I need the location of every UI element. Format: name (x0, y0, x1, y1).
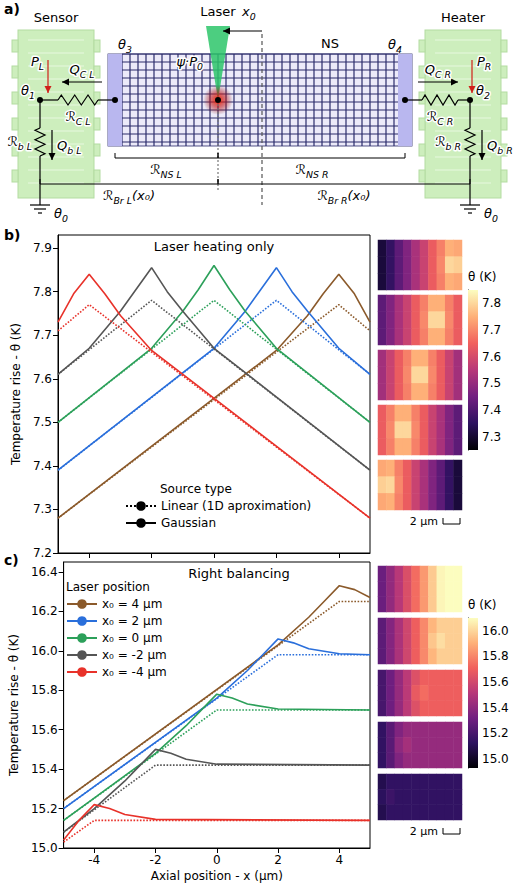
svg-text:θ4: θ4 (388, 37, 402, 55)
svg-text:ℛNS R: ℛNS R (296, 162, 329, 180)
svg-text:ℛC L: ℛC L (65, 109, 90, 127)
svg-text:16.0: 16.0 (482, 624, 509, 638)
svg-text:7.3: 7.3 (33, 502, 52, 516)
svg-text:2: 2 (274, 853, 282, 867)
svg-text:PR: PR (477, 54, 491, 72)
svg-text:7.5: 7.5 (482, 376, 501, 390)
svg-text:15.0: 15.0 (482, 752, 509, 766)
svg-text:7.6: 7.6 (33, 372, 52, 386)
svg-text:2 μm: 2 μm (410, 825, 438, 838)
svg-text:Right balancing: Right balancing (188, 566, 290, 581)
svg-text:7.8: 7.8 (482, 296, 501, 310)
svg-text:7.3: 7.3 (482, 430, 501, 444)
svg-text:7.2: 7.2 (33, 546, 52, 560)
svg-text:θ3: θ3 (118, 37, 132, 55)
svg-text:ℛb R: ℛb R (435, 134, 461, 152)
svg-text:QC R: QC R (425, 62, 451, 80)
svg-text:c): c) (4, 552, 19, 568)
svg-text:x₀ = 0 μm: x₀ = 0 μm (102, 631, 162, 645)
svg-text:15.8: 15.8 (31, 683, 58, 697)
svg-text:x0: x0 (241, 4, 256, 22)
svg-text:ℛBr R(x₀): ℛBr R(x₀) (317, 188, 370, 206)
svg-text:Laser: Laser (200, 4, 236, 19)
svg-text:x₀ = 2 μm: x₀ = 2 μm (102, 614, 162, 628)
svg-text:7.8: 7.8 (33, 285, 52, 299)
svg-text:Temperature rise - θ (K): Temperature rise - θ (K) (9, 323, 23, 466)
svg-text:x₀ = 4 μm: x₀ = 4 μm (102, 597, 162, 611)
svg-text:θ0: θ0 (54, 206, 68, 224)
svg-text:θ0: θ0 (484, 206, 498, 224)
svg-text:7.7: 7.7 (33, 328, 52, 342)
svg-text:ℛBr L(x₀): ℛBr L(x₀) (103, 188, 155, 206)
svg-text:15.4: 15.4 (31, 762, 58, 776)
svg-text:ψ·P0: ψ·P0 (176, 54, 203, 72)
svg-text:0: 0 (213, 853, 221, 867)
svg-text:-4: -4 (88, 853, 100, 867)
svg-text:15.4: 15.4 (482, 701, 509, 715)
svg-text:15.6: 15.6 (482, 675, 509, 689)
svg-text:θ (K): θ (K) (468, 270, 496, 284)
svg-text:16.4: 16.4 (31, 565, 58, 579)
svg-text:2 μm: 2 μm (410, 515, 438, 528)
svg-text:Laser heating only: Laser heating only (154, 239, 275, 254)
svg-text:15.6: 15.6 (31, 723, 58, 737)
svg-text:QC L: QC L (70, 62, 95, 80)
svg-text:x₀ = -4 μm: x₀ = -4 μm (102, 665, 167, 679)
svg-text:4: 4 (336, 853, 344, 867)
svg-text:7.4: 7.4 (33, 459, 52, 473)
svg-text:θ2: θ2 (476, 83, 490, 101)
svg-text:b): b) (4, 227, 20, 243)
svg-text:Heater: Heater (441, 10, 486, 25)
svg-text:Axial position - x (μm): Axial position - x (μm) (151, 869, 283, 883)
svg-text:16.2: 16.2 (31, 604, 58, 618)
svg-text:7.6: 7.6 (482, 350, 501, 364)
svg-text:7.4: 7.4 (482, 403, 501, 417)
svg-text:15.2: 15.2 (31, 802, 58, 816)
svg-text:θ1: θ1 (21, 83, 35, 101)
svg-text:7.5: 7.5 (33, 415, 52, 429)
svg-text:ℛC R: ℛC R (427, 109, 453, 127)
svg-text:7.9: 7.9 (33, 241, 52, 255)
svg-text:x₀ = -2 μm: x₀ = -2 μm (102, 648, 167, 662)
svg-text:15.2: 15.2 (482, 726, 509, 740)
svg-text:ℛNS L: ℛNS L (150, 162, 182, 180)
svg-text:NS: NS (321, 36, 339, 51)
svg-text:Gaussian: Gaussian (161, 516, 216, 530)
svg-text:Linear (1D aproximation): Linear (1D aproximation) (161, 499, 311, 513)
svg-text:Temperature rise - θ (K): Temperature rise - θ (K) (7, 634, 21, 777)
svg-text:ℛb L: ℛb L (7, 134, 32, 152)
svg-text:15.8: 15.8 (482, 649, 509, 663)
svg-text:15.0: 15.0 (31, 841, 58, 855)
svg-text:Source type: Source type (160, 482, 232, 496)
svg-text:a): a) (4, 1, 20, 17)
svg-text:7.7: 7.7 (482, 323, 501, 337)
svg-text:-2: -2 (150, 853, 162, 867)
svg-text:PL: PL (31, 54, 44, 72)
svg-text:θ (K): θ (K) (468, 598, 496, 612)
svg-text:Sensor: Sensor (34, 10, 79, 25)
svg-text:Qb R: Qb R (487, 138, 513, 156)
svg-text:Laser position: Laser position (66, 580, 150, 594)
svg-text:Qb L: Qb L (57, 138, 81, 156)
svg-text:16.0: 16.0 (31, 644, 58, 658)
